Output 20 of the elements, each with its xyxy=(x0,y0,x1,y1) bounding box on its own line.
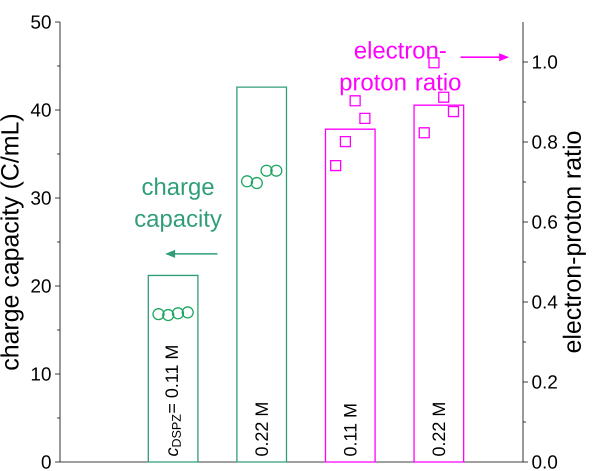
y2-tick-label: 0.2 xyxy=(532,375,557,389)
y-tick-label: 0 xyxy=(42,455,51,469)
y2-tick-label: 0.8 xyxy=(532,135,558,149)
x-tick-label: 0.11 M xyxy=(344,404,357,456)
annotation: charge capacity xyxy=(135,178,222,232)
x-tick-label: 0.22 M xyxy=(432,403,446,456)
y-tick-label: 10 xyxy=(32,367,51,381)
y-tick-label: 30 xyxy=(31,191,51,205)
y2-tick-label: 0.4 xyxy=(532,295,558,309)
y-tick-label: 20 xyxy=(31,279,51,293)
annotation: electron-proton ratio xyxy=(340,41,460,96)
y2-tick-label: 1.0 xyxy=(532,55,558,69)
y-tick-label: 50 xyxy=(31,15,51,29)
y-axis-title: charge capacity (C/mL) xyxy=(0,114,24,370)
y2-tick-label: 0.0 xyxy=(532,455,558,469)
y2-tick-label: 0.6 xyxy=(532,215,557,229)
y2-axis-title: electron-proton ratio xyxy=(562,132,586,352)
x-tick-label: 0.22 M xyxy=(255,403,268,456)
x-tick-label: c$_{DSPZ}$= 0.11 M xyxy=(165,346,181,456)
y-tick-label: 40 xyxy=(30,103,51,117)
